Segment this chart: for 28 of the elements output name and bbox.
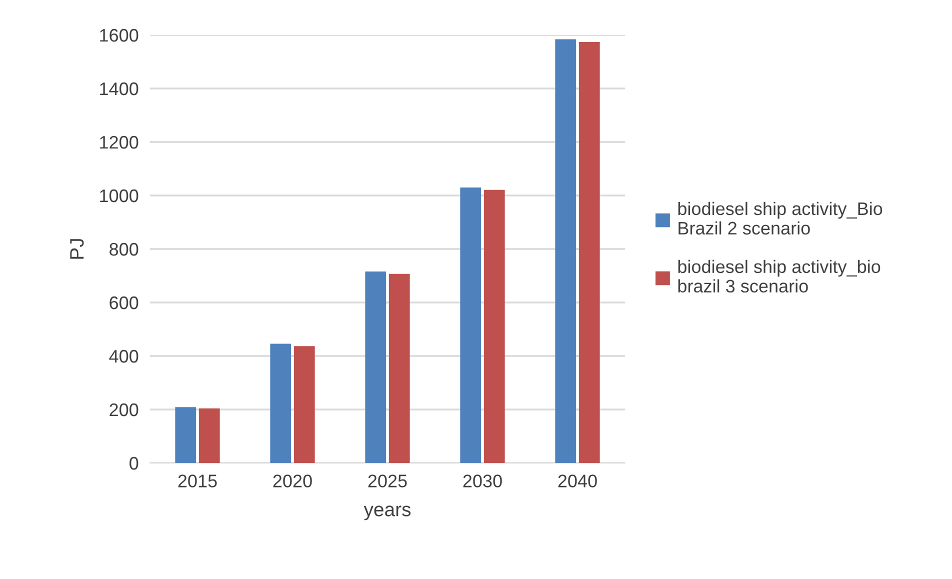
bar <box>555 39 576 463</box>
y-tick-label: 600 <box>110 296 138 310</box>
x-tick-label: 2040 <box>558 474 597 488</box>
bar <box>578 42 600 463</box>
x-tick-label: 2030 <box>463 474 502 488</box>
x-tick-label: 2015 <box>178 474 217 488</box>
y-tick-label: 0 <box>130 456 138 470</box>
y-axis-title: PJ <box>70 239 84 259</box>
x-tick-label: 2020 <box>273 474 312 488</box>
y-tick-label: 1000 <box>100 189 138 202</box>
x-axis-title: years <box>364 506 411 520</box>
bar <box>198 408 220 463</box>
bar <box>388 274 410 463</box>
y-tick-label: 1400 <box>100 82 138 96</box>
bar <box>270 344 292 463</box>
y-tick-label: 400 <box>109 350 138 363</box>
bar <box>460 187 482 463</box>
y-tick-label: 1600 <box>100 28 138 42</box>
bar <box>484 190 505 463</box>
bar <box>365 271 386 463</box>
bar <box>294 346 315 463</box>
y-tick-label: 800 <box>110 242 138 256</box>
y-tick-label: 1200 <box>100 136 138 149</box>
y-tick-label: 200 <box>110 403 138 416</box>
legend-label: biodiesel ship activity_Bio Brazil 2 scenario <box>678 202 882 235</box>
bar <box>175 407 196 463</box>
legend-label: biodiesel ship activity_bio brazil 3 scenario <box>678 260 880 293</box>
x-tick-label: 2025 <box>368 474 407 488</box>
